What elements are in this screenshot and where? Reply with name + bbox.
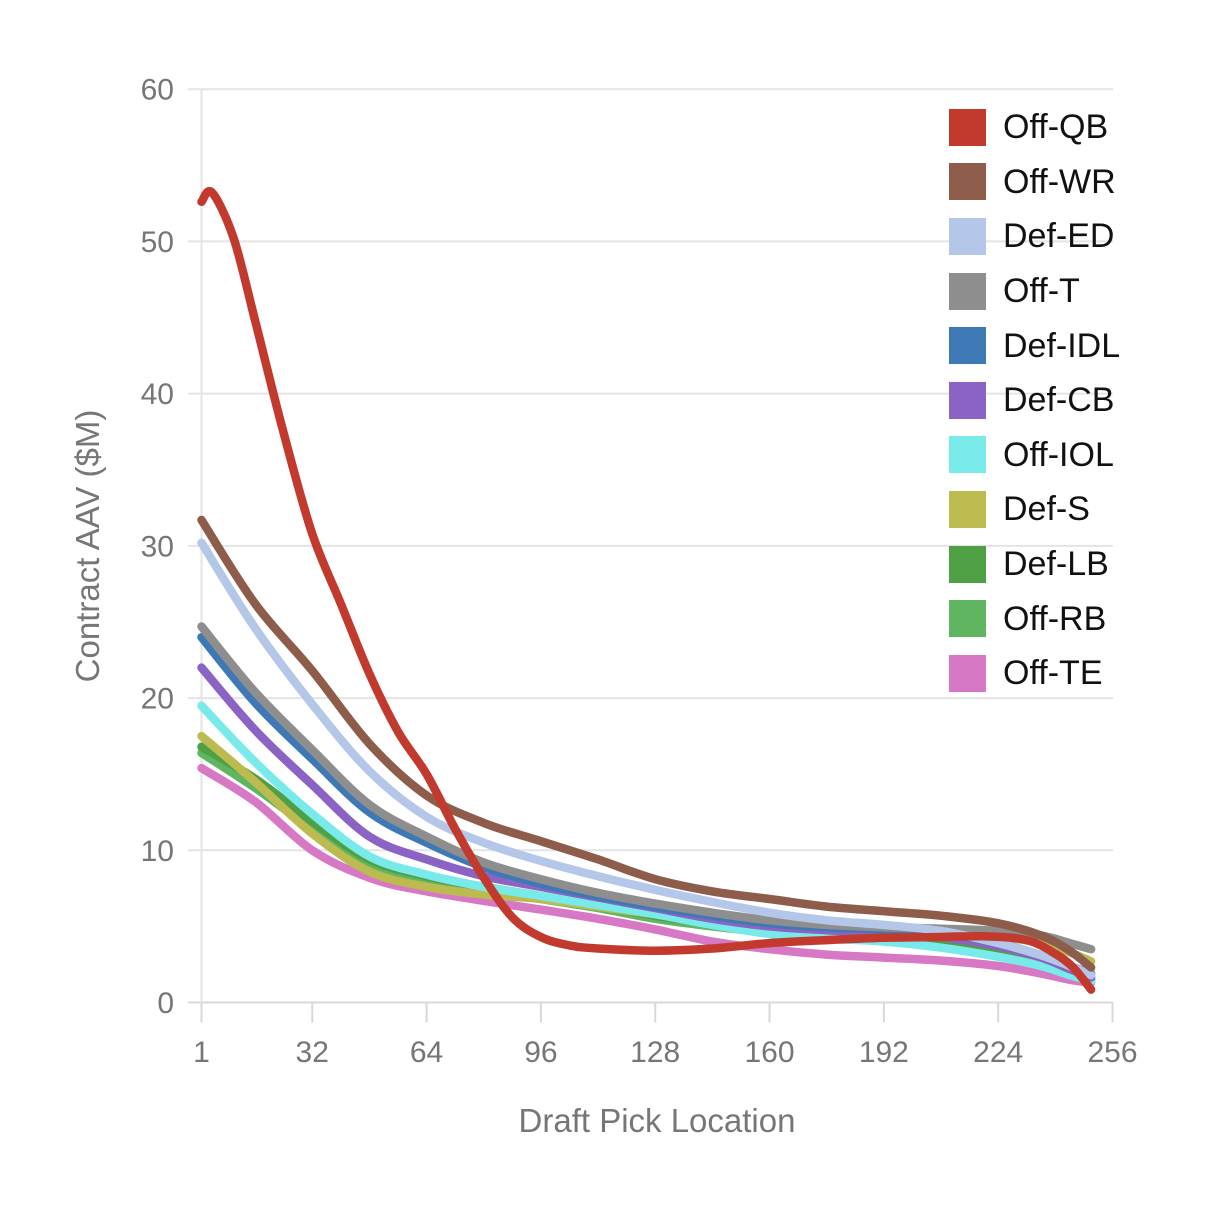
x-tick-label-96: 96 — [524, 1036, 557, 1069]
y-tick-label-40: 40 — [141, 378, 174, 411]
series-line-off-wr — [197, 515, 1096, 972]
legend-item-off-te: Off-TE — [949, 646, 1120, 701]
legend-item-def-ed: Def-ED — [949, 209, 1120, 264]
y-tick-label-10: 10 — [141, 835, 174, 868]
legend-label-def-s: Def-S — [1003, 490, 1090, 529]
y-tick-label-50: 50 — [141, 226, 174, 259]
legend-swatch-off-t — [949, 272, 986, 310]
legend-item-off-t: Off-T — [949, 264, 1120, 319]
legend-label-def-idl: Def-IDL — [1003, 326, 1121, 365]
legend-label-def-lb: Def-LB — [1003, 545, 1109, 584]
legend-item-off-wr: Off-WR — [949, 155, 1120, 210]
legend-label-off-te: Off-TE — [1003, 654, 1103, 693]
legend-swatch-def-cb — [949, 381, 986, 419]
x-tick-label-256: 256 — [1087, 1036, 1137, 1069]
legend-label-off-rb: Off-RB — [1003, 599, 1107, 638]
x-tick-label-1: 1 — [193, 1036, 210, 1069]
y-tick-label-30: 30 — [141, 530, 174, 563]
x-tick-label-128: 128 — [630, 1036, 680, 1069]
x-tick-label-32: 32 — [296, 1036, 329, 1069]
y-axis-title: Contract AAV ($M) — [69, 409, 106, 683]
legend-swatch-off-wr — [949, 163, 986, 201]
y-tick-label-0: 0 — [157, 987, 174, 1020]
y-tick-label-20: 20 — [141, 683, 174, 716]
x-tick-label-192: 192 — [859, 1036, 909, 1069]
legend-label-off-wr: Off-WR — [1003, 162, 1116, 201]
legend-label-def-ed: Def-ED — [1003, 217, 1115, 256]
legend-label-def-cb: Def-CB — [1003, 381, 1115, 420]
legend-swatch-def-ed — [949, 217, 986, 255]
legend-swatch-def-idl — [949, 327, 986, 365]
legend-swatch-def-s — [949, 490, 986, 528]
legend-swatch-def-lb — [949, 545, 986, 583]
legend-swatch-off-iol — [949, 436, 986, 474]
legend-item-def-idl: Def-IDL — [949, 318, 1120, 373]
legend-item-off-rb: Off-RB — [949, 591, 1120, 646]
series-line-off-te — [197, 763, 1096, 987]
legend-swatch-off-rb — [949, 600, 986, 638]
legend-swatch-off-te — [949, 654, 986, 692]
series-line-off-iol — [197, 701, 1096, 986]
y-tick-label-60: 60 — [141, 74, 174, 107]
x-tick-label-64: 64 — [410, 1036, 443, 1069]
x-axis-title: Draft Pick Location — [518, 1102, 796, 1139]
legend-item-def-lb: Def-LB — [949, 537, 1120, 592]
series-line-off-t — [197, 622, 1096, 954]
x-tick-label-160: 160 — [745, 1036, 795, 1069]
legend-item-off-iol: Off-IOL — [949, 428, 1120, 483]
series-line-off-qb — [197, 187, 1096, 994]
legend-item-off-qb: Off-QB — [949, 100, 1120, 155]
x-tick-label-224: 224 — [973, 1036, 1023, 1069]
legend-item-def-cb: Def-CB — [949, 373, 1120, 428]
legend-item-def-s: Def-S — [949, 482, 1120, 537]
legend: Off-QB Off-WR Def-ED Off-T Def-IDL Def-CB Off-… — [949, 100, 1120, 701]
series-line-def-ed — [197, 538, 1096, 980]
legend-label-off-t: Off-T — [1003, 272, 1080, 311]
legend-swatch-off-qb — [949, 108, 986, 146]
legend-label-off-qb: Off-QB — [1003, 108, 1109, 147]
legend-label-off-iol: Off-IOL — [1003, 435, 1114, 474]
